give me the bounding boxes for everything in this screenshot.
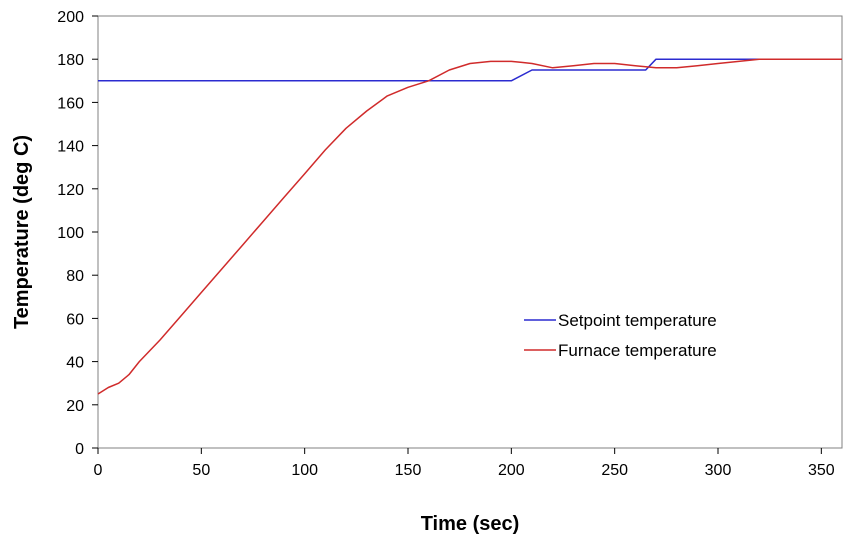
series-line-setpoint: [98, 58, 760, 82]
y-axis-ticks: 0 20 40 60 80 100 120 140 160 180 200: [57, 9, 98, 458]
x-tick-label: 100: [291, 462, 318, 479]
x-axis-ticks: 0 50 100 150 200 250 300 350: [94, 448, 835, 479]
series-line-furnace: [97, 58, 842, 395]
legend: Setpoint temperature Furnace temperature: [524, 311, 717, 360]
y-tick-label: 40: [66, 355, 84, 372]
y-tick-label: 20: [66, 398, 84, 415]
x-axis-title: Time (sec): [421, 513, 520, 535]
plot-frame: [97, 15, 843, 449]
y-tick-label: 100: [57, 225, 84, 242]
x-tick-label: 150: [395, 462, 422, 479]
y-tick-label: 140: [57, 139, 84, 156]
x-tick-label: 300: [705, 462, 732, 479]
y-tick-label: 0: [75, 441, 84, 458]
y-tick-label: 160: [57, 95, 84, 112]
y-tick-label: 80: [66, 268, 84, 285]
y-axis-title: Temperature (deg C): [11, 135, 33, 329]
x-tick-label: 0: [94, 462, 103, 479]
y-tick-label: 200: [57, 9, 84, 26]
x-tick-label: 350: [808, 462, 835, 479]
series-layer: [97, 58, 842, 395]
y-tick-label: 120: [57, 182, 84, 199]
x-tick-label: 250: [601, 462, 628, 479]
y-tick-label: 60: [66, 311, 84, 328]
x-tick-label: 50: [192, 462, 210, 479]
y-tick-label: 180: [57, 52, 84, 69]
plot-area: [97, 15, 843, 449]
x-tick-label: 200: [498, 462, 525, 479]
legend-label-furnace: Furnace temperature: [558, 341, 717, 360]
legend-label-setpoint: Setpoint temperature: [558, 311, 717, 330]
